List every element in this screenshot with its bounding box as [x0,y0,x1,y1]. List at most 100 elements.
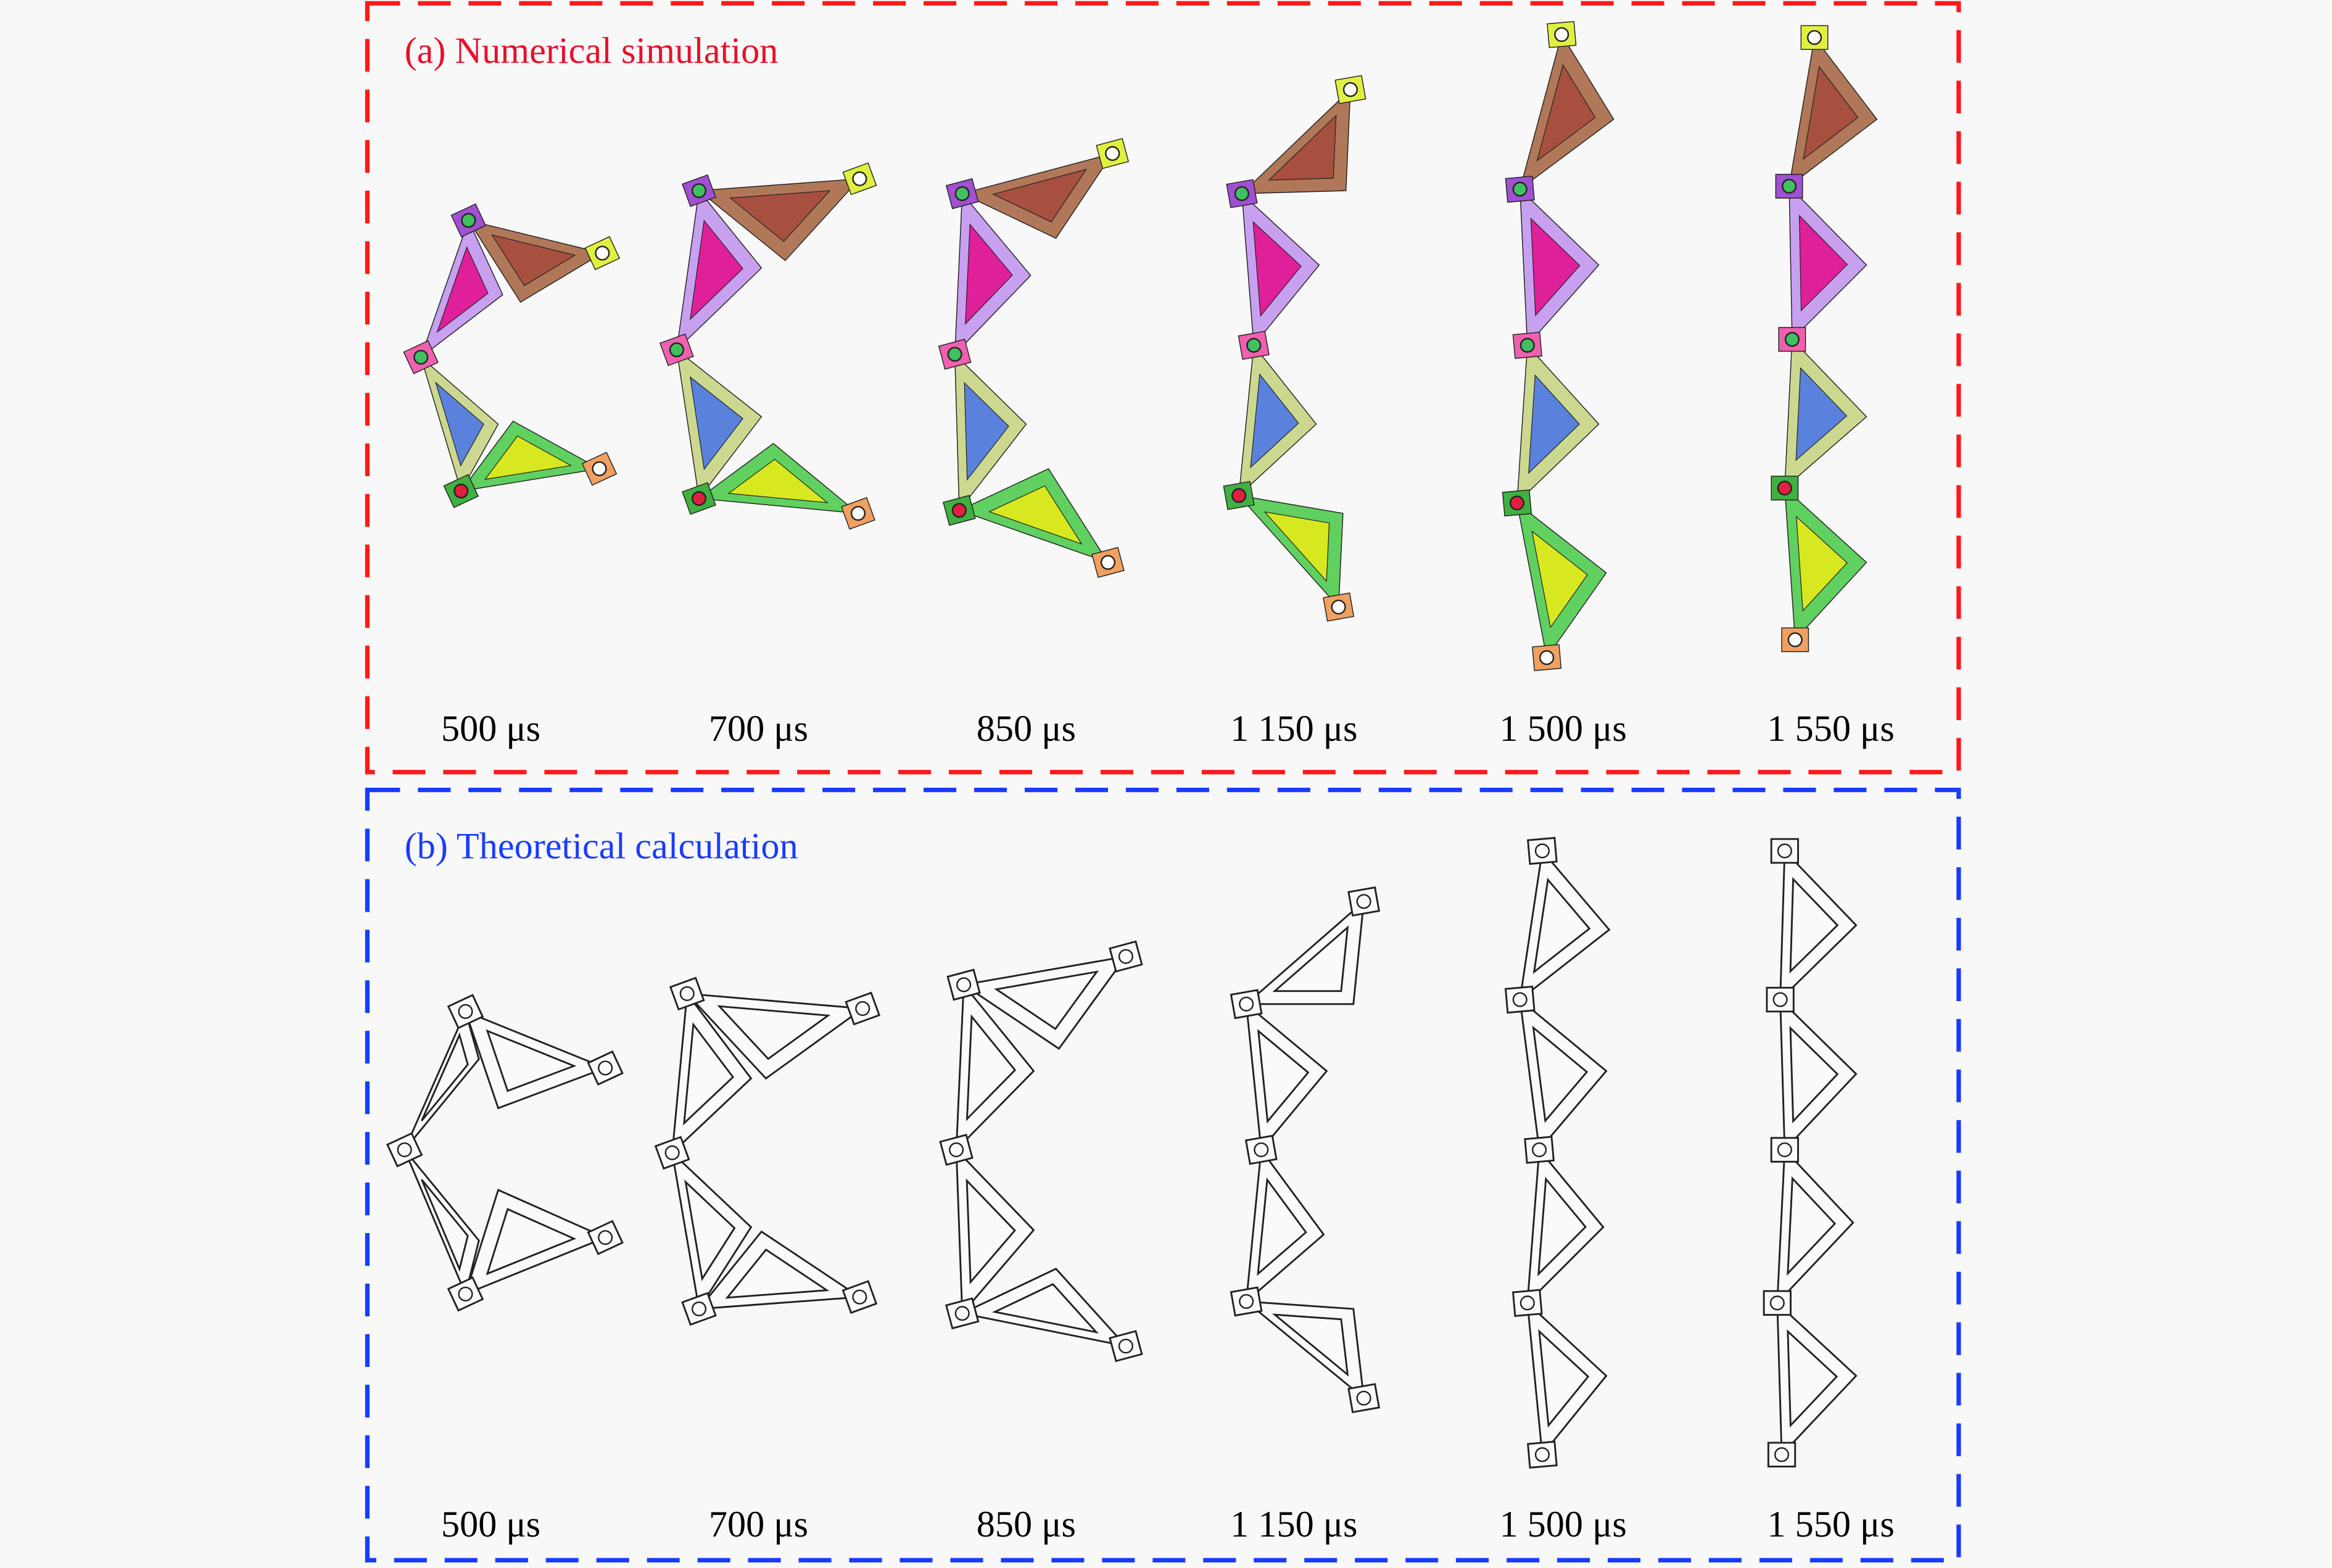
panel-a-time-labels: 500 μs 700 μs 850 μs 1 150 μs 1 500 μs 1… [441,708,1895,749]
triangle-unit-inner [683,1022,735,1126]
triangle-unit-inner [1796,516,1848,612]
pin-hole [1520,1295,1535,1311]
time-label: 700 μs [709,1504,808,1545]
mechanism-config [1504,836,1611,1469]
panel-b-frame [365,788,1961,1563]
triangle-unit-inner [486,1208,577,1276]
mechanism-config [1502,21,1615,671]
triangle-unit-inner [1252,221,1302,317]
triangle-unit-inner [1271,1313,1349,1377]
triangle-unit-inner [1538,1329,1590,1428]
pin-hole [598,1230,613,1245]
triangle-unit-inner [1532,877,1591,975]
pin-hole [1554,27,1569,43]
panel-a-title: (a) Numerical simulation [405,30,779,72]
pin-hole [413,350,429,365]
pin-hole [1509,495,1524,511]
triangle-unit-inner [435,381,484,467]
triangle-unit-inner [486,1029,577,1092]
pin-hole [1331,600,1346,615]
pin-hole [1787,632,1803,648]
pin-hole [1100,555,1116,570]
pin-hole [1356,894,1371,909]
pin-hole [1520,337,1535,353]
triangle-unit-inner [1528,374,1580,474]
triangle-unit-inner [436,246,489,333]
panel-a-frame [365,1,1961,775]
mechanism-config [403,203,621,508]
pin-hole [1512,992,1528,1007]
pin-hole [951,503,967,518]
pin-hole [691,183,707,199]
triangle-unit-inner [1537,1176,1587,1277]
time-label: 500 μs [441,708,540,749]
time-label: 1 150 μs [1230,708,1357,749]
pin-hole [1774,1447,1790,1463]
triangle-unit-inner [1250,373,1299,469]
pin-hole [1539,650,1555,666]
time-label: 850 μs [977,1504,1076,1545]
time-label: 700 μs [709,708,808,749]
pin-hole [1777,481,1792,496]
triangle-unit-inner [1268,114,1337,181]
time-label: 850 μs [977,708,1076,749]
panel-b-title: (b) Theoretical calculation [405,826,798,867]
triangle-unit-inner [421,1179,469,1272]
triangle-unit-inner [727,458,829,503]
triangle-unit-inner [729,190,831,242]
time-label: 500 μs [441,1504,540,1545]
triangle-unit-inner [965,1178,1016,1285]
triangle-unit-inner [988,485,1083,545]
triangle-unit-inner [717,1005,831,1060]
pin-hole [956,977,972,992]
mechanism-config [659,162,877,530]
pin-hole [1234,186,1249,201]
mechanism-config [1763,838,1858,1467]
pin-hole [461,213,476,228]
pin-hole [1532,1142,1547,1158]
triangle-unit-inner [1263,511,1330,582]
pin-hole [1118,949,1133,964]
pin-hole [397,1142,412,1158]
pin-hole [1784,332,1800,347]
triangle-unit-inner [1789,877,1839,974]
pin-hole [1254,1142,1269,1158]
pin-hole [664,1145,680,1160]
pin-hole [453,484,469,499]
pin-hole [852,1289,867,1305]
triangle-unit-inner [965,223,1013,325]
mechanism-config [386,994,624,1312]
triangle-unit-inner [1787,1176,1837,1276]
pin-hole [1777,1142,1792,1158]
pin-hole [1239,1294,1254,1309]
triangle-unit-inner [1257,1177,1307,1276]
pin-hole [850,506,866,521]
triangle-unit-inner [992,168,1088,223]
mechanism-config [654,976,881,1326]
pin-hole [1777,843,1792,859]
pin-hole [954,186,970,201]
pin-hole [1246,337,1262,353]
triangle-unit-inner [1803,65,1859,160]
triangle-unit-inner [1787,1329,1838,1428]
pin-hole [1239,996,1254,1012]
triangle-unit-inner [1536,64,1596,162]
pin-hole [458,1004,473,1019]
time-label: 1 500 μs [1499,708,1626,749]
time-label: 1 550 μs [1767,1504,1894,1545]
pin-hole [592,461,607,476]
pin-hole [1769,1295,1785,1311]
triangle-unit-inner [994,970,1099,1031]
triangle-unit-inner [484,435,573,480]
time-label: 1 500 μs [1499,1504,1626,1545]
pin-hole [1534,843,1550,859]
triangle-unit-inner [1531,530,1588,629]
triangle-unit-inner [1789,1026,1839,1124]
end-lug [1770,838,1799,864]
pin-hole [1118,1339,1133,1354]
triangle-unit-inner [992,1283,1099,1334]
pin-hole [1105,146,1120,161]
pin-hole [669,342,684,358]
pin-hole [852,171,867,186]
